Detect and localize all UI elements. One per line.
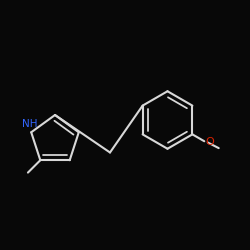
Text: O: O bbox=[206, 137, 214, 147]
Text: NH: NH bbox=[22, 118, 38, 128]
